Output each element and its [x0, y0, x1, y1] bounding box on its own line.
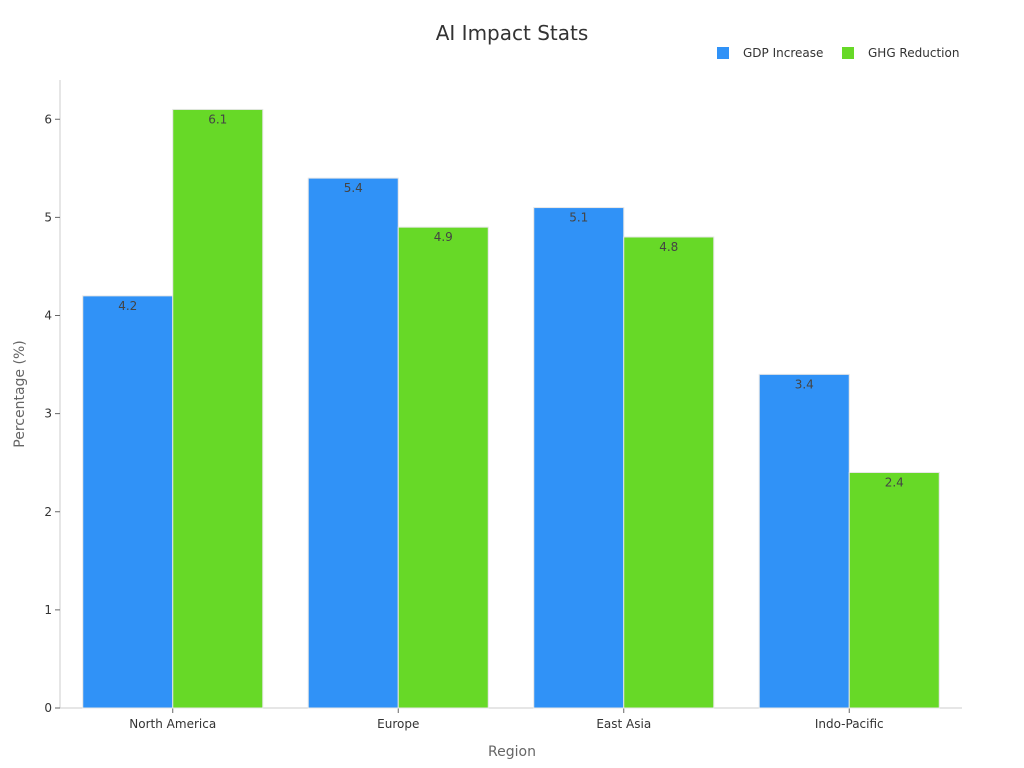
bar — [848, 472, 940, 709]
x-tick-label: North America — [129, 717, 216, 731]
y-tick-label: 0 — [44, 701, 52, 715]
bar-value-label: 4.8 — [659, 240, 678, 254]
x-axis: North America Europe East Asia Indo-Pacific — [60, 707, 962, 731]
legend-label: GHG Reduction — [868, 46, 959, 60]
x-axis-title: Region — [488, 744, 536, 760]
y-tick-label: 6 — [44, 112, 52, 126]
x-tick-label: Indo-Pacific — [815, 717, 884, 731]
bar-value-label: 4.2 — [118, 299, 137, 313]
y-tick-label: 4 — [44, 309, 52, 323]
bar — [82, 295, 174, 709]
bar-value-label: 3.4 — [795, 377, 814, 391]
bar-value-label: 2.4 — [885, 476, 904, 490]
bar-value-label: 5.1 — [569, 211, 588, 225]
legend-label: GDP Increase — [743, 46, 823, 60]
bar-value-label: 6.1 — [208, 112, 227, 126]
bar — [758, 373, 850, 709]
y-axis: 0 1 2 3 4 5 6 — [44, 80, 61, 715]
y-tick-label: 1 — [44, 603, 52, 617]
y-tick-label: 2 — [44, 505, 52, 519]
x-tick-label: East Asia — [596, 717, 651, 731]
data-labels: 4.2 6.1 5.4 4.9 5.1 4.8 3.4 2.4 — [118, 112, 904, 489]
bar — [533, 207, 625, 709]
y-tick-label: 5 — [44, 210, 52, 224]
legend-swatch — [717, 47, 729, 59]
bar-value-label: 4.9 — [434, 230, 453, 244]
chart-title: AI Impact Stats — [436, 21, 589, 45]
y-tick-label: 3 — [44, 407, 52, 421]
bar — [623, 236, 715, 709]
bar — [397, 226, 489, 709]
legend-swatch — [842, 47, 854, 59]
legend: GDP Increase GHG Reduction — [717, 46, 959, 60]
y-axis-title: Percentage (%) — [12, 340, 28, 447]
bars — [82, 108, 940, 709]
bar — [172, 108, 264, 709]
bar-value-label: 5.4 — [344, 181, 363, 195]
x-tick-label: Europe — [377, 717, 419, 731]
bar — [307, 177, 399, 709]
